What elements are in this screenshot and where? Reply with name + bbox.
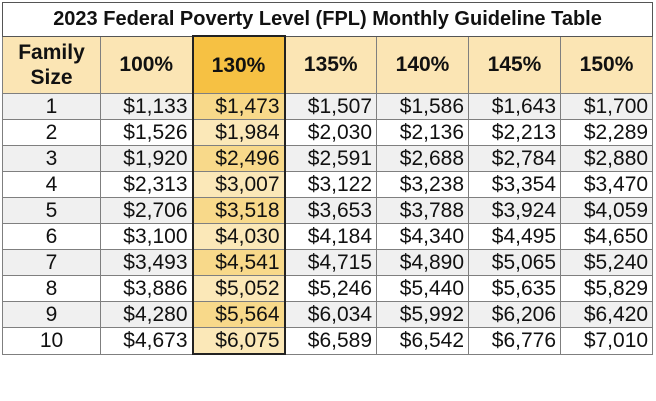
table-row: 8 $3,886 $5,052 $5,246 $5,440 $5,635 $5,829 xyxy=(2,275,654,302)
family-size-cell: 7 xyxy=(2,249,101,276)
value-cell: $3,122 xyxy=(284,171,377,198)
value-cell: $1,133 xyxy=(100,93,193,120)
fpl-guideline-table: 2023 Federal Poverty Level (FPL) Monthly… xyxy=(1,2,654,355)
value-cell: $2,030 xyxy=(284,119,377,146)
table-row: 1 $1,133 $1,473 $1,507 $1,586 $1,643 $1,700 xyxy=(2,93,654,120)
value-cell: $3,886 xyxy=(100,275,193,302)
table-row: 10 $4,673 $6,075 $6,589 $6,542 $6,776 $7,010 xyxy=(2,327,654,355)
header-150-percent: 150% xyxy=(559,35,654,94)
value-cell: $7,010 xyxy=(559,327,654,355)
value-cell: $3,007 xyxy=(191,171,286,198)
value-cell: $1,473 xyxy=(191,93,286,120)
value-cell: $4,184 xyxy=(284,223,377,250)
header-140-percent: 140% xyxy=(376,35,469,94)
value-cell: $5,564 xyxy=(191,301,286,328)
header-family-size-line2: Size xyxy=(30,65,73,89)
value-cell: $5,635 xyxy=(468,275,561,302)
value-cell: $1,643 xyxy=(468,93,561,120)
table-row: 6 $3,100 $4,030 $4,184 $4,340 $4,495 $4,650 xyxy=(2,223,654,250)
header-family-size: Family Size xyxy=(2,35,101,94)
family-size-cell: 10 xyxy=(2,327,101,355)
value-cell: $2,136 xyxy=(376,119,469,146)
value-cell: $6,776 xyxy=(468,327,561,355)
family-size-cell: 1 xyxy=(2,93,101,120)
value-cell: $1,586 xyxy=(376,93,469,120)
family-size-cell: 4 xyxy=(2,171,101,198)
value-cell: $5,052 xyxy=(191,275,286,302)
header-130-percent: 130% xyxy=(191,35,286,94)
value-cell: $2,289 xyxy=(559,119,654,146)
value-cell: $4,715 xyxy=(284,249,377,276)
value-cell: $5,440 xyxy=(376,275,469,302)
value-cell: $2,880 xyxy=(559,145,654,172)
value-cell: $6,589 xyxy=(284,327,377,355)
family-size-cell: 5 xyxy=(2,197,101,224)
table-row: 4 $2,313 $3,007 $3,122 $3,238 $3,354 $3,470 xyxy=(2,171,654,198)
value-cell: $3,238 xyxy=(376,171,469,198)
value-cell: $4,890 xyxy=(376,249,469,276)
value-cell: $2,784 xyxy=(468,145,561,172)
header-145-percent: 145% xyxy=(468,35,561,94)
table-row: 3 $1,920 $2,496 $2,591 $2,688 $2,784 $2,880 xyxy=(2,145,654,172)
value-cell: $1,700 xyxy=(559,93,654,120)
value-cell: $4,340 xyxy=(376,223,469,250)
value-cell: $3,100 xyxy=(100,223,193,250)
value-cell: $4,059 xyxy=(559,197,654,224)
value-cell: $5,246 xyxy=(284,275,377,302)
value-cell: $4,541 xyxy=(191,249,286,276)
value-cell: $6,034 xyxy=(284,301,377,328)
value-cell: $1,507 xyxy=(284,93,377,120)
value-cell: $3,924 xyxy=(468,197,561,224)
value-cell: $2,213 xyxy=(468,119,561,146)
header-100-percent: 100% xyxy=(100,35,193,94)
table-body: 1 $1,133 $1,473 $1,507 $1,586 $1,643 $1,700 2 $1… xyxy=(2,93,654,355)
value-cell: $3,493 xyxy=(100,249,193,276)
table-row: 2 $1,526 $1,984 $2,030 $2,136 $2,213 $2,289 xyxy=(2,119,654,146)
value-cell: $3,518 xyxy=(191,197,286,224)
value-cell: $4,280 xyxy=(100,301,193,328)
value-cell: $4,673 xyxy=(100,327,193,355)
value-cell: $4,650 xyxy=(559,223,654,250)
value-cell: $3,470 xyxy=(559,171,654,198)
table-row: 7 $3,493 $4,541 $4,715 $4,890 $5,065 $5,240 xyxy=(2,249,654,276)
value-cell: $3,653 xyxy=(284,197,377,224)
table-row: 5 $2,706 $3,518 $3,653 $3,788 $3,924 $4,059 xyxy=(2,197,654,224)
value-cell: $4,495 xyxy=(468,223,561,250)
value-cell: $5,240 xyxy=(559,249,654,276)
value-cell: $2,706 xyxy=(100,197,193,224)
family-size-cell: 3 xyxy=(2,145,101,172)
value-cell: $5,065 xyxy=(468,249,561,276)
value-cell: $2,313 xyxy=(100,171,193,198)
value-cell: $2,591 xyxy=(284,145,377,172)
value-cell: $6,420 xyxy=(559,301,654,328)
family-size-cell: 2 xyxy=(2,119,101,146)
table-title: 2023 Federal Poverty Level (FPL) Monthly… xyxy=(1,2,654,37)
value-cell: $1,526 xyxy=(100,119,193,146)
value-cell: $6,542 xyxy=(376,327,469,355)
value-cell: $4,030 xyxy=(191,223,286,250)
value-cell: $2,688 xyxy=(376,145,469,172)
value-cell: $5,829 xyxy=(559,275,654,302)
value-cell: $2,496 xyxy=(191,145,286,172)
value-cell: $6,206 xyxy=(468,301,561,328)
value-cell: $3,788 xyxy=(376,197,469,224)
family-size-cell: 6 xyxy=(2,223,101,250)
value-cell: $1,920 xyxy=(100,145,193,172)
header-135-percent: 135% xyxy=(284,35,377,94)
value-cell: $1,984 xyxy=(191,119,286,146)
value-cell: $3,354 xyxy=(468,171,561,198)
table-row: 9 $4,280 $5,564 $6,034 $5,992 $6,206 $6,420 xyxy=(2,301,654,328)
fpl-table-container: 2023 Federal Poverty Level (FPL) Monthly… xyxy=(1,2,654,355)
value-cell: $5,992 xyxy=(376,301,469,328)
value-cell: $6,075 xyxy=(191,327,286,355)
family-size-cell: 8 xyxy=(2,275,101,302)
header-row: Family Size 100% 130% 135% 140% 145% 150… xyxy=(2,35,654,94)
header-family-size-line1: Family xyxy=(18,40,85,64)
family-size-cell: 9 xyxy=(2,301,101,328)
